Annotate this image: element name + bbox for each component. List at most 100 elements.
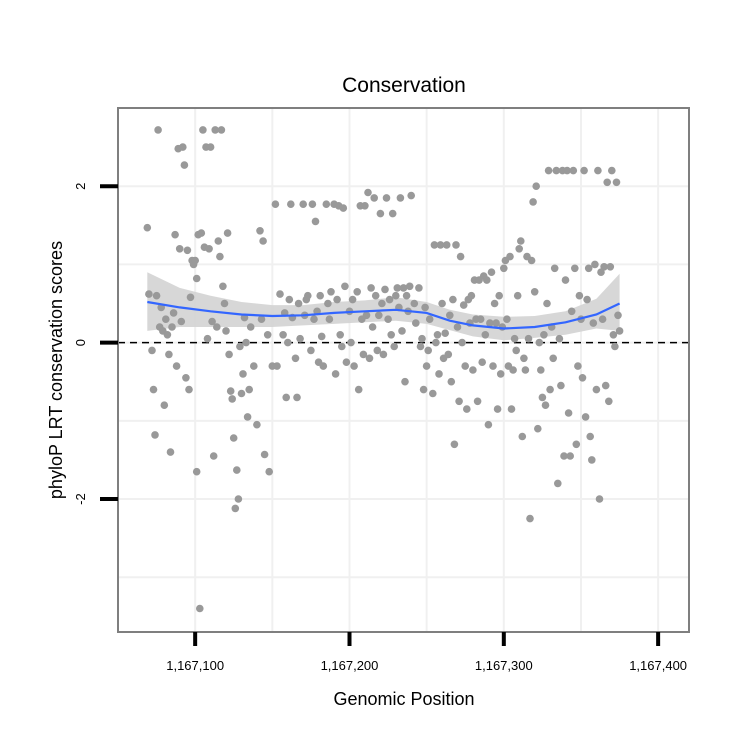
data-point bbox=[550, 264, 559, 273]
data-point bbox=[362, 311, 371, 320]
data-point bbox=[399, 284, 408, 292]
data-point bbox=[265, 467, 274, 476]
data-point bbox=[273, 362, 281, 370]
data-point bbox=[284, 338, 292, 347]
data-point bbox=[354, 385, 363, 394]
data-point bbox=[368, 323, 377, 331]
data-point bbox=[433, 331, 442, 339]
data-point bbox=[458, 338, 466, 347]
data-point bbox=[492, 319, 500, 327]
data-point bbox=[506, 252, 514, 261]
data-point bbox=[316, 291, 325, 300]
data-point bbox=[220, 299, 229, 308]
data-point bbox=[214, 237, 223, 245]
data-point bbox=[245, 385, 253, 394]
data-point bbox=[560, 452, 568, 460]
data-point bbox=[152, 291, 161, 300]
data-point bbox=[481, 331, 490, 339]
data-point bbox=[515, 245, 523, 253]
data-point bbox=[246, 323, 255, 331]
data-point bbox=[361, 202, 369, 210]
data-point bbox=[476, 315, 485, 324]
data-point bbox=[503, 315, 511, 324]
data-point bbox=[452, 241, 460, 249]
data-point bbox=[424, 346, 433, 355]
data-point bbox=[359, 350, 368, 359]
data-point bbox=[524, 334, 533, 343]
y-tick-label: 2 bbox=[73, 183, 88, 190]
data-point bbox=[608, 166, 616, 175]
data-point bbox=[376, 209, 385, 218]
data-point bbox=[546, 385, 554, 394]
data-point bbox=[208, 317, 216, 326]
data-point bbox=[592, 385, 601, 394]
data-point bbox=[149, 385, 158, 394]
data-point bbox=[234, 495, 243, 503]
data-point bbox=[291, 354, 300, 363]
data-point bbox=[228, 395, 236, 403]
data-point bbox=[217, 126, 226, 134]
data-point bbox=[561, 276, 570, 284]
data-point bbox=[393, 284, 402, 292]
data-point bbox=[450, 440, 459, 449]
data-point bbox=[371, 291, 380, 300]
data-point bbox=[219, 282, 227, 291]
data-point bbox=[294, 299, 303, 308]
data-point bbox=[415, 284, 423, 292]
data-point bbox=[183, 246, 192, 255]
data-point bbox=[256, 227, 264, 235]
data-point bbox=[179, 143, 187, 151]
data-point bbox=[614, 311, 622, 320]
data-point bbox=[307, 346, 315, 355]
data-point bbox=[456, 252, 465, 261]
data-point bbox=[609, 331, 618, 339]
data-point bbox=[595, 495, 604, 503]
data-point bbox=[185, 385, 193, 394]
data-point bbox=[586, 432, 594, 441]
chart-title: Conservation bbox=[342, 74, 466, 97]
plot-frame bbox=[117, 107, 690, 633]
data-point bbox=[216, 252, 224, 261]
data-point bbox=[543, 299, 551, 308]
data-point bbox=[327, 288, 335, 296]
data-point bbox=[338, 342, 346, 351]
data-point bbox=[507, 405, 516, 413]
data-point bbox=[206, 143, 215, 151]
data-point bbox=[489, 362, 497, 370]
data-point bbox=[512, 346, 520, 355]
data-point bbox=[165, 350, 173, 359]
data-point bbox=[162, 315, 170, 324]
data-point bbox=[407, 191, 416, 200]
data-point bbox=[430, 241, 439, 249]
data-point bbox=[520, 354, 528, 363]
data-point bbox=[425, 315, 434, 324]
data-point bbox=[350, 362, 358, 370]
data-point bbox=[405, 282, 414, 291]
data-point bbox=[436, 241, 445, 249]
data-point bbox=[601, 381, 610, 390]
data-point bbox=[449, 295, 457, 304]
x-tick-label: 1,167,300 bbox=[475, 658, 533, 673]
data-point bbox=[148, 346, 156, 355]
data-point bbox=[287, 200, 295, 208]
data-point bbox=[591, 260, 599, 269]
data-point bbox=[396, 194, 405, 202]
data-point bbox=[182, 374, 190, 382]
data-point bbox=[569, 166, 578, 175]
data-point bbox=[598, 315, 607, 324]
data-point bbox=[293, 393, 301, 402]
data-point bbox=[209, 452, 218, 460]
data-point bbox=[575, 291, 584, 300]
data-point bbox=[203, 334, 212, 343]
y-axis: -2 0 2 bbox=[73, 183, 118, 505]
data-point bbox=[304, 291, 312, 300]
data-point bbox=[500, 264, 508, 273]
data-point bbox=[611, 342, 619, 351]
data-point bbox=[418, 334, 426, 343]
data-point bbox=[580, 166, 588, 175]
data-point bbox=[192, 274, 201, 283]
data-point bbox=[154, 126, 162, 134]
data-point bbox=[612, 178, 621, 187]
data-point bbox=[486, 319, 494, 327]
data-point bbox=[510, 334, 519, 343]
